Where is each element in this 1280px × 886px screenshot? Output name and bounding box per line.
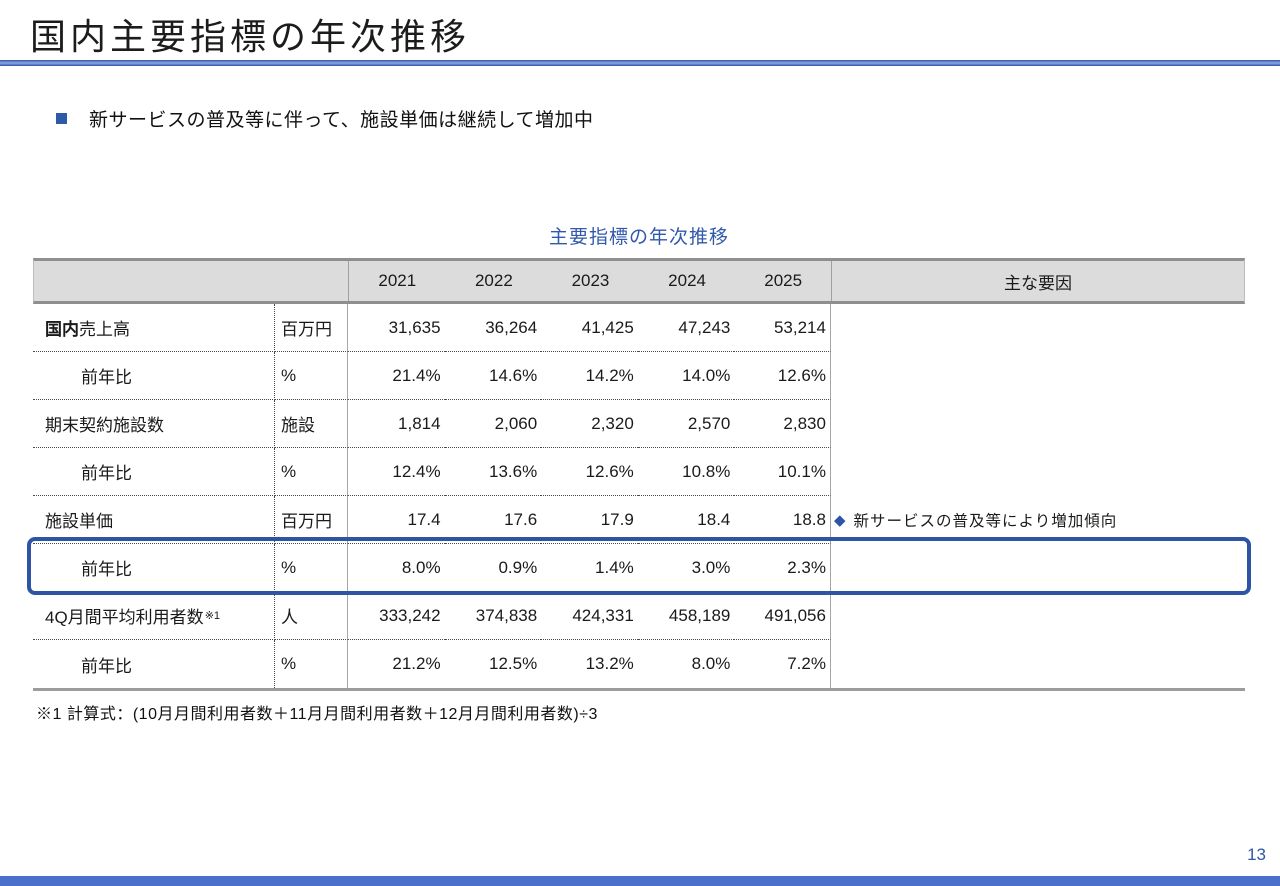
cell-value: 18.4 [637,496,735,544]
table-row-highlighted: 施設単価 百万円 17.4 17.6 17.9 18.4 18.8 ◆ 新サービ… [33,496,1245,544]
table-header-row: 2021 2022 2023 2024 2025 主な要因 [33,258,1245,304]
cell-value: 31,635 [348,304,445,352]
table-row: 4Q月間平均利用者数 ※1 人 333,242 374,838 424,331 4… [33,592,1245,640]
row-unit: % [275,448,348,496]
cell-value: 2.3% [734,544,831,592]
row-factor: ◆ 新サービスの普及等により増加傾向 [831,496,1245,544]
cell-value: 2,320 [541,400,638,448]
cell-value: 14.2% [541,352,638,400]
cell-value: 333,242 [348,592,445,640]
factor-text: 新サービスの普及等により増加傾向 [853,513,1118,530]
cell-value: 36,264 [444,304,542,352]
cell-value: 374,838 [444,592,542,640]
header-factors: 主な要因 [1003,273,1072,293]
cell-value: 2,570 [637,400,735,448]
row-label: 4Q月間平均利用者数 ※1 [33,592,275,640]
page-number: 13 [1247,845,1266,864]
row-factor [831,448,1245,496]
header-year: 2022 [474,271,513,290]
cell-value: 17.6 [444,496,542,544]
cell-value: 458,189 [637,592,735,640]
row-factor [831,544,1245,592]
bullet-square-icon [56,113,67,124]
cell-value: 2,830 [734,400,831,448]
row-factor [831,304,1245,352]
cell-value: 53,214 [734,304,831,352]
cell-value: 8.0% [691,654,731,673]
row-unit: 百万円 [275,304,348,352]
row-label: 国内 売上高 [33,304,275,352]
cell-value: 2,060 [444,400,542,448]
table-title: 主要指標の年次推移 [548,227,729,248]
cell-value: 13.6% [444,448,542,496]
table-row: 前年比 % 12.4% 13.6% 12.6% 10.8% 10.1% [33,448,1245,496]
cell-value: 7.2% [734,640,831,688]
key-message-text: 新サービスの普及等に伴って、施設単価は継続して増加中 [89,110,594,131]
cell-value: 21.2% [392,654,441,673]
row-unit: % [275,352,348,400]
header-year: 2021 [378,271,417,290]
title-rule [0,60,1280,66]
row-unit: % [275,640,348,688]
indicators-table: 2021 2022 2023 2024 2025 主な要因 国内 売上高 百万円 … [27,258,1251,691]
row-factor [831,352,1245,400]
header-corner-cell [34,261,349,301]
cell-value: 10.8% [637,448,735,496]
header-year: 2023 [571,271,610,290]
row-label: 前年比 [33,544,275,592]
cell-value: 12.4% [348,448,445,496]
cell-value: 491,056 [734,592,831,640]
cell-value: 12.6% [734,352,831,400]
cell-value: 8.0% [348,544,445,592]
row-label: 前年比 [33,352,275,400]
cell-value: 41,425 [541,304,638,352]
cell-value: 12.5% [488,654,538,673]
cell-value: 1,814 [348,400,445,448]
footnote: ※1 計算式：(10月月間利用者数＋11月月間利用者数＋12月月間利用者数)÷3 [36,706,598,723]
page-title: 国内主要指標の年次推移 [30,16,471,57]
row-factor [831,592,1245,640]
cell-value: 47,243 [637,304,735,352]
cell-value: 1.4% [541,544,638,592]
cell-value: 3.0% [637,544,735,592]
table-row: 国内 売上高 百万円 31,635 36,264 41,425 47,243 53… [33,304,1245,352]
row-unit: 施設 [275,400,348,448]
cell-value: 12.6% [541,448,638,496]
cell-value: 0.9% [444,544,542,592]
row-unit: % [275,544,348,592]
cell-value: 21.4% [348,352,445,400]
cell-value: 424,331 [541,592,638,640]
key-message: 新サービスの普及等に伴って、施設単価は継続して増加中 [56,105,594,132]
row-factor [831,400,1245,448]
row-label: 前年比 [33,448,275,496]
header-year: 2025 [735,261,832,301]
cell-value: 10.1% [734,448,831,496]
diamond-icon: ◆ [833,512,847,529]
row-unit: 百万円 [275,496,348,544]
row-label: 施設単価 [33,496,275,544]
bottom-bar [0,876,1280,886]
header-year: 2024 [668,271,706,290]
table-row: 前年比 % 8.0% 0.9% 1.4% 3.0% 2.3% [33,544,1245,592]
table-body: 国内 売上高 百万円 31,635 36,264 41,425 47,243 53… [27,304,1251,691]
cell-value: 14.0% [637,352,735,400]
table-row: 前年比 % 21.4% 14.6% 14.2% 14.0% 12.6% [33,352,1245,400]
cell-value: 13.2% [585,654,634,673]
cell-value: 17.4 [348,496,445,544]
cell-value: 18.8 [734,496,831,544]
row-label: 前年比 [33,640,275,688]
row-label: 期末契約施設数 [33,400,275,448]
table-row: 前年比 % 21.2% 12.5% 13.2% 8.0% 7.2% [33,640,1245,688]
cell-value: 17.9 [541,496,638,544]
cell-value: 14.6% [444,352,542,400]
table-row: 期末契約施設数 施設 1,814 2,060 2,320 2,570 2,830 [33,400,1245,448]
row-factor [831,640,1245,688]
row-unit: 人 [275,592,348,640]
